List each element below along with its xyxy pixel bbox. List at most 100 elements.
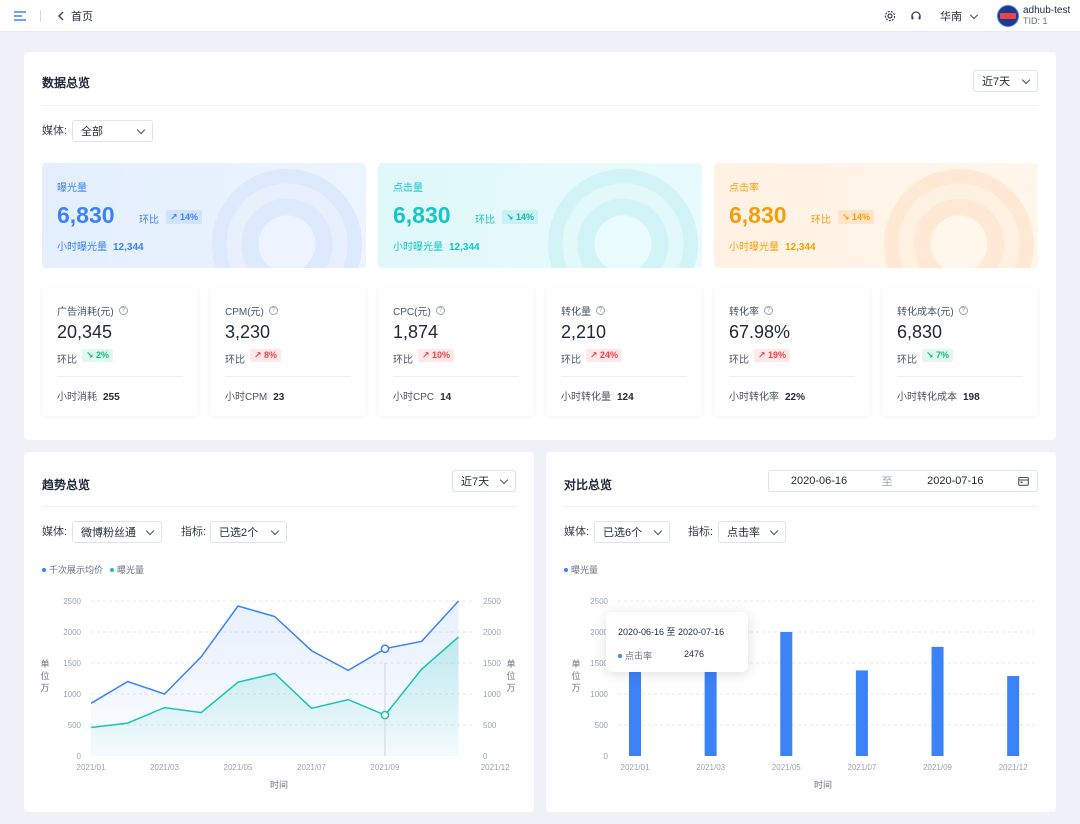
metric-change-value: 7%: [936, 350, 950, 360]
kpi-card-clicks: 点击量 6,830 环比 ↘ 14% 小时曝光量 12,344: [378, 163, 702, 268]
compare-chart[interactable]: 0 500 1000 1500 2000 2500 2021/01 2021/03 2021/0…: [546, 588, 1056, 808]
kpi-compare-label: 环比: [139, 215, 159, 226]
metric-sub-label: 小时转化量: [561, 392, 611, 403]
y-tick-label: 2500: [590, 597, 608, 606]
trend-chart[interactable]: 0 0 500 500 1000 1000 1500 1500 2000 2000 2500 2500…: [24, 588, 534, 808]
trend-media-select[interactable]: 微博粉丝通: [72, 521, 162, 543]
tenant-id: TID: 1: [1023, 16, 1048, 26]
overview-range-select[interactable]: 近7天: [973, 70, 1038, 92]
date-start[interactable]: 2020-06-16: [790, 475, 848, 487]
compare-metric-value: 点击率: [727, 527, 760, 539]
series-area-1: [91, 637, 459, 756]
metric-value: 67.98%: [729, 322, 791, 342]
trend-metric-select[interactable]: 已选2个: [210, 521, 287, 543]
bar: [855, 670, 868, 756]
legend-dot: [564, 567, 568, 572]
metric-sub-value: 124: [617, 392, 634, 403]
tooltip-dot: [618, 653, 622, 658]
headset-icon[interactable]: [910, 0, 922, 32]
y-axis-label-right: 单: [506, 658, 515, 669]
bar: [780, 632, 793, 756]
metric-compare-label: 环比: [393, 355, 413, 366]
y-axis-label: 单: [571, 658, 580, 669]
kpi-change-badge: ↘ 14%: [502, 210, 539, 224]
user-name: adhub-test: [1023, 5, 1071, 16]
kpi-sub-label: 小时曝光量: [57, 242, 107, 253]
kpi-change-value: 14%: [852, 212, 871, 222]
y-tick-label-right: 0: [483, 752, 488, 761]
metric-value: 20,345: [57, 322, 113, 342]
metric-compare-label: 环比: [897, 355, 917, 366]
kpi-sub-value: 12,344: [449, 242, 480, 253]
metric-card-conversion-rate: 转化率? 67.98% 环比 ↗ 19% 小时转化率 22%: [714, 288, 870, 416]
overview-title: 数据总览: [42, 76, 91, 90]
metric-change-value: 8%: [264, 350, 278, 360]
compare-metric-select[interactable]: 点击率: [718, 521, 786, 543]
metric-sub-label: 小时CPM: [225, 392, 268, 403]
kpi-sub: 小时曝光量 12,344: [393, 238, 480, 253]
menu-icon[interactable]: [14, 0, 26, 32]
kpi-title: 点击率: [729, 183, 759, 194]
metric-change-value: 19%: [768, 350, 787, 360]
help-icon[interactable]: ?: [435, 306, 445, 315]
help-icon[interactable]: ?: [268, 306, 278, 315]
kpi-change-badge: ↘ 14%: [838, 210, 875, 224]
x-tick-label: 2021/01: [77, 763, 106, 772]
y-tick-label: 0: [604, 752, 609, 761]
kpi-title: 点击量: [393, 183, 423, 194]
back-link-label: 首页: [71, 11, 93, 23]
metric-change-value: 10%: [432, 350, 451, 360]
bar: [931, 646, 944, 756]
metric-card-cpm: CPM(元)? 3,230 环比 ↗ 8% 小时CPM 23: [210, 288, 366, 416]
region-label: 华南: [940, 11, 962, 23]
overview-media-select[interactable]: 全部: [72, 120, 153, 142]
metric-change-badge: ↘ 7%: [922, 349, 954, 362]
y-tick-label-right: 500: [483, 721, 497, 730]
help-icon[interactable]: ?: [596, 306, 605, 315]
help-icon[interactable]: ?: [118, 306, 128, 315]
user-menu[interactable]: adhub-test TID: 1: [997, 0, 1070, 32]
kpi-sub: 小时曝光量 12,344: [57, 238, 144, 253]
trend-metric-value: 已选2个: [219, 527, 259, 539]
topbar-divider: [40, 0, 41, 32]
chevron-left-icon: [58, 11, 64, 21]
metric-change-badge: ↗ 8%: [250, 349, 282, 362]
compare-card: 对比总览 2020-06-16 至 2020-07-16 媒体: 已选6个 指标…: [546, 452, 1056, 812]
metric-compare-label: 环比: [729, 355, 749, 366]
compare-media-select[interactable]: 已选6个: [594, 521, 670, 543]
help-icon[interactable]: ?: [764, 306, 773, 315]
metric-change-badge: ↗ 24%: [586, 349, 623, 362]
trend-title: 趋势总览: [42, 478, 91, 492]
chart-legend: 曝光量: [564, 563, 598, 576]
metric-title: 转化率: [729, 307, 759, 318]
metric-title: CPM(元): [225, 307, 264, 318]
x-tick-label: 2021/05: [772, 763, 801, 772]
tooltip-value: 2476: [684, 649, 705, 659]
settings-icon[interactable]: [884, 0, 896, 32]
kpi-value: 6,830: [393, 202, 451, 228]
compare-metric-label: 指标:: [688, 526, 714, 538]
help-icon[interactable]: ?: [958, 306, 968, 315]
kpi-compare-label: 环比: [475, 215, 495, 226]
x-tick-label: 2021/01: [621, 763, 650, 772]
region-select[interactable]: 华南: [940, 0, 979, 32]
date-separator: 至: [881, 476, 893, 488]
y-tick-label-right: 2000: [483, 628, 501, 637]
trend-range-select[interactable]: 近7天: [452, 470, 516, 492]
date-end[interactable]: 2020-07-16: [927, 475, 984, 487]
highlight-point-1: [380, 710, 390, 720]
y-tick-label: 2000: [590, 628, 608, 637]
metric-sub-value: 198: [963, 392, 980, 403]
overview-media-label: 媒体:: [42, 125, 68, 137]
metric-value: 2,210: [561, 322, 607, 342]
back-link[interactable]: 首页: [57, 0, 93, 32]
metric-compare-label: 环比: [225, 355, 245, 366]
compare-title: 对比总览: [564, 478, 613, 492]
divider: [42, 105, 1038, 106]
y-axis-label: 单: [40, 658, 49, 669]
y-tick-label: 500: [68, 721, 82, 730]
y-tick-label: 1000: [590, 690, 608, 699]
chevron-down-icon: [270, 526, 280, 535]
date-range-picker[interactable]: 2020-06-16 至 2020-07-16: [768, 470, 1038, 492]
kpi-sub-value: 12,344: [785, 242, 816, 253]
